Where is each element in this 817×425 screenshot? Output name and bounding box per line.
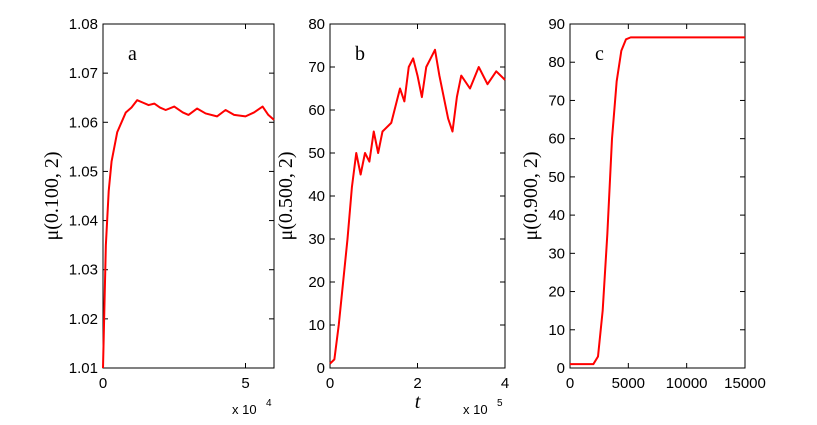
- axes-frame: [102, 23, 275, 369]
- y-tick-label: 1.05: [69, 163, 98, 180]
- y-tick-label: 40: [548, 207, 565, 224]
- y-tick-label: 1.08: [69, 16, 98, 33]
- y-axis-label: μ(0.500, 2): [275, 151, 297, 240]
- panel-label: c: [595, 43, 604, 65]
- panel-label: a: [128, 43, 137, 65]
- y-tick-label: 90: [548, 16, 565, 33]
- x-tick-label: 2: [413, 375, 421, 392]
- y-tick-label: 60: [308, 102, 325, 119]
- y-tick-label: 30: [308, 231, 325, 248]
- y-tick-label: 50: [308, 145, 325, 162]
- x-tick-label: 5: [241, 375, 249, 392]
- x-tick-label: 10000: [666, 375, 708, 392]
- y-tick-label: 20: [548, 284, 565, 301]
- x-multiplier-exponent: 5: [497, 398, 503, 409]
- y-tick-label: 1.07: [69, 65, 98, 82]
- y-tick-label: 1.03: [69, 262, 98, 279]
- y-tick-label: 1.04: [69, 213, 98, 230]
- y-tick-label: 40: [308, 188, 325, 205]
- y-tick-label: 70: [548, 92, 565, 109]
- x-multiplier: x 10: [463, 402, 488, 417]
- x-tick-label: 0: [326, 375, 334, 392]
- data-line: [329, 48, 506, 365]
- x-tick-label: 0: [99, 375, 107, 392]
- x-tick-label: 5000: [612, 375, 645, 392]
- y-tick-label: 70: [308, 59, 325, 76]
- y-tick-label: 30: [548, 245, 565, 262]
- y-tick-label: 0: [557, 360, 565, 377]
- y-axis-label: μ(0.100, 2): [41, 151, 63, 240]
- y-tick-label: 1.01: [69, 360, 98, 377]
- y-tick-label: 20: [308, 274, 325, 291]
- y-tick-label: 50: [548, 169, 565, 186]
- data-line: [570, 36, 745, 366]
- x-tick-label: 15000: [724, 375, 766, 392]
- y-tick-label: 0: [317, 360, 325, 377]
- y-tick-label: 1.06: [69, 114, 98, 131]
- y-axis-label: μ(0.900, 2): [520, 151, 542, 240]
- x-multiplier: x 10: [232, 402, 257, 417]
- y-tick-label: 80: [308, 16, 325, 33]
- y-tick-label: 10: [548, 322, 565, 339]
- x-tick-label: 4: [501, 375, 509, 392]
- x-tick-label: 0: [566, 375, 574, 392]
- data-line: [102, 99, 275, 369]
- axes-frame: [569, 23, 746, 369]
- y-tick-label: 1.02: [69, 311, 98, 328]
- y-tick-label: 60: [548, 131, 565, 148]
- x-multiplier-exponent: 4: [266, 398, 272, 409]
- y-tick-label: 80: [548, 54, 565, 71]
- panel-label: b: [355, 43, 365, 65]
- x-axis-label: t: [415, 391, 421, 413]
- y-tick-label: 10: [308, 317, 325, 334]
